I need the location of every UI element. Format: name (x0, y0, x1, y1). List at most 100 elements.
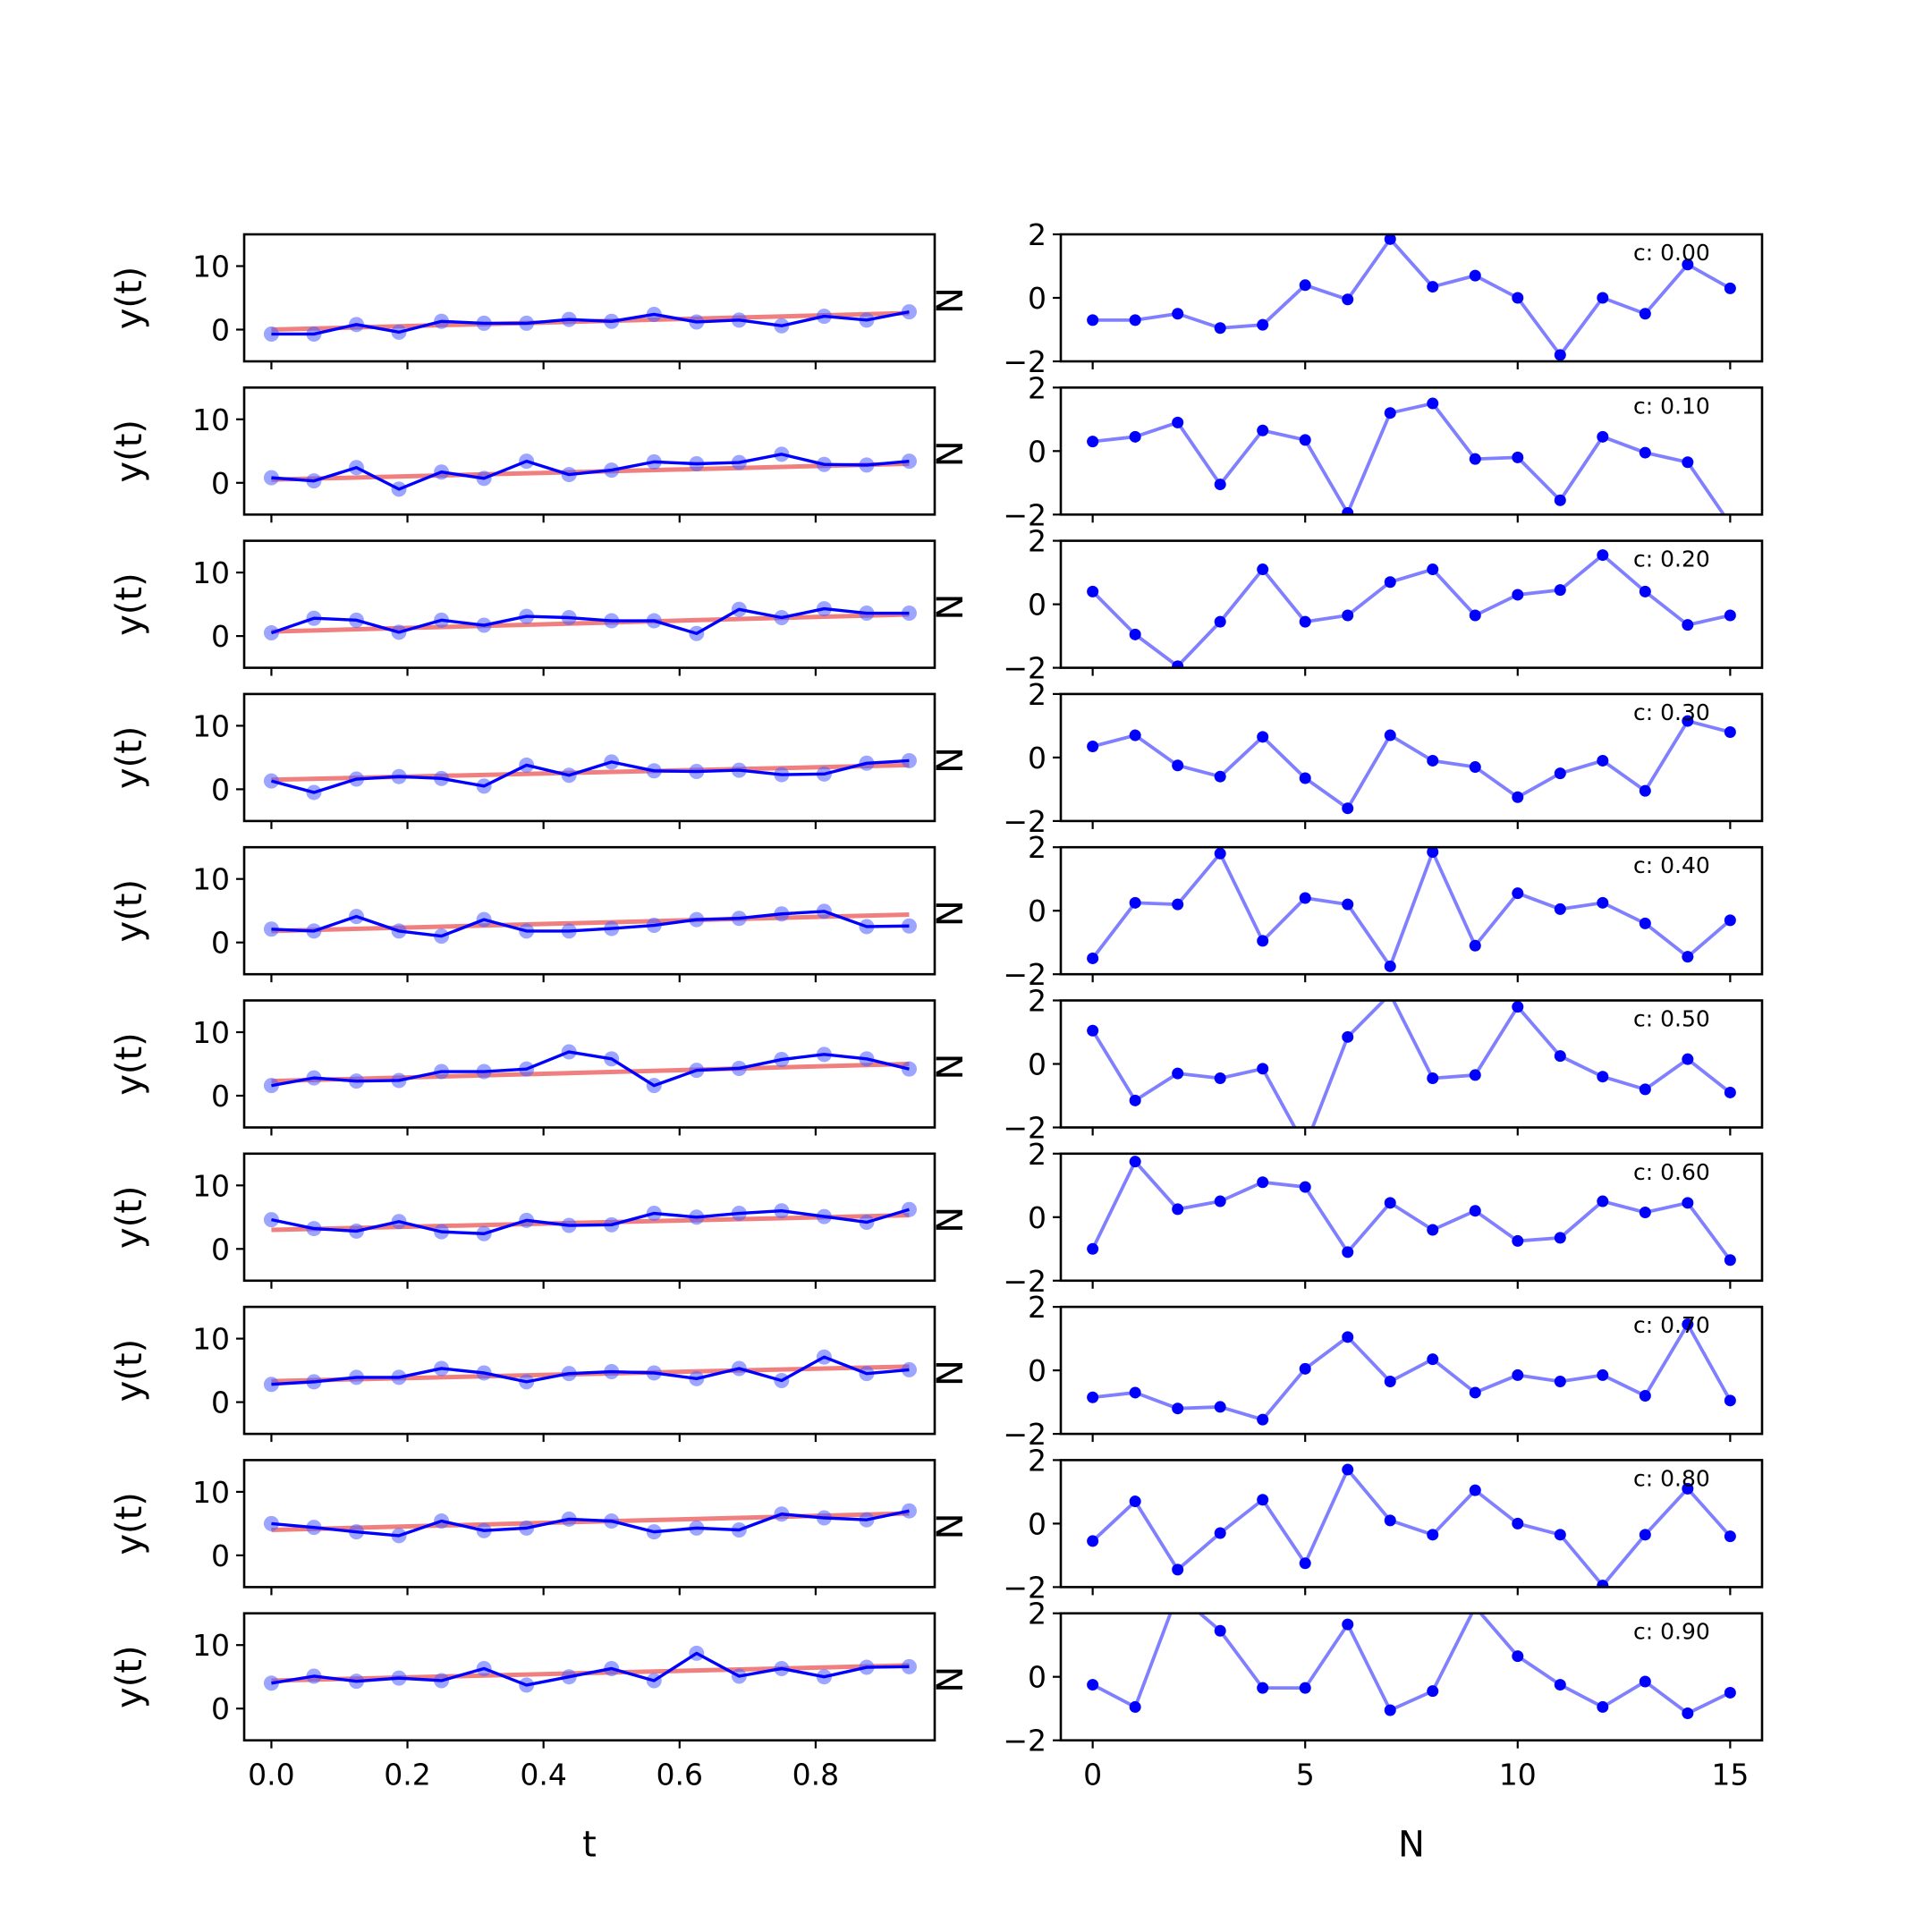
data-point (1299, 434, 1311, 446)
y-axis-label: N (930, 1207, 971, 1233)
series-line (271, 1208, 910, 1235)
data-point (1724, 1086, 1736, 1098)
data-point (1342, 1463, 1354, 1476)
x-tick-label: 15 (1711, 1758, 1749, 1792)
data-point (1342, 609, 1354, 622)
y-axis-label: y(t) (109, 1186, 150, 1250)
left-chart-column: 0 10 y(t) 0 10 y(t) 0 10 y(t) 0 10 y(t) 0 10 y(t) 0 10 y(… (109, 233, 936, 1792)
data-point (1257, 424, 1269, 436)
left-panel-frame (242, 539, 936, 669)
data-point (1129, 1156, 1141, 1168)
left-panel-frame (242, 1305, 936, 1436)
data-point (1384, 1197, 1396, 1209)
data-point (1639, 917, 1651, 929)
data-point (1554, 1529, 1566, 1541)
data-point (1384, 1704, 1396, 1716)
data-point (1299, 892, 1311, 904)
data-point (1554, 494, 1566, 506)
data-point (1597, 1580, 1609, 1588)
data-point (1427, 1353, 1439, 1366)
data-point (1257, 731, 1269, 743)
correlation-annotation: c: 0.10 (1633, 393, 1710, 419)
data-point (1724, 1530, 1736, 1543)
right-plot-area (1087, 1156, 1736, 1267)
right-panel-3: −2 0 2 Nc: 0.30 (930, 677, 1764, 839)
data-point (1682, 1318, 1694, 1331)
data-point (1384, 407, 1396, 419)
data-point (1427, 847, 1439, 859)
data-point (1299, 1557, 1311, 1570)
data-point (1470, 1601, 1481, 1613)
data-point (1299, 772, 1311, 784)
y-tick-label: 2 (1028, 1137, 1046, 1172)
data-point (1087, 1535, 1099, 1547)
data-point (1129, 1386, 1141, 1399)
data-point (1682, 258, 1694, 271)
data-point (1214, 322, 1226, 335)
correlation-annotation: c: 0.50 (1633, 1006, 1710, 1032)
y-tick-label: 10 (192, 1475, 230, 1510)
data-point (1554, 1679, 1566, 1691)
data-point (1257, 1176, 1269, 1189)
series-line (1091, 1613, 1732, 1716)
y-tick-label: 0 (1028, 741, 1046, 775)
y-tick-label: 10 (192, 1322, 230, 1357)
left-x-axis-label: t (582, 1825, 597, 1866)
right-plot-area (1087, 549, 1736, 668)
data-point (1087, 436, 1099, 448)
y-axis-label: N (930, 1666, 971, 1693)
data-point (1469, 609, 1481, 622)
data-point (1172, 660, 1184, 668)
correlation-annotation: c: 0.30 (1633, 699, 1710, 725)
data-point (1469, 1069, 1481, 1081)
data-point (1172, 308, 1184, 320)
data-point (1214, 1624, 1226, 1637)
data-point (1384, 576, 1396, 589)
data-point (1427, 1224, 1439, 1236)
data-point (1682, 456, 1694, 469)
data-point (1214, 1195, 1226, 1208)
data-point (1597, 1071, 1609, 1083)
y-tick-label: 0 (1028, 281, 1046, 316)
y-tick-label: 0 (1028, 1353, 1046, 1388)
data-point (1469, 453, 1481, 465)
data-point (1257, 935, 1269, 947)
y-tick-label: −2 (1003, 497, 1046, 532)
y-axis-label: N (930, 287, 971, 314)
y-tick-label: 10 (192, 862, 230, 897)
y-tick-label: 10 (192, 1628, 230, 1663)
y-axis-label: N (930, 747, 971, 774)
data-point (1682, 619, 1694, 631)
y-tick-label: −2 (1003, 651, 1046, 686)
data-point (1172, 759, 1184, 772)
trend-line (271, 911, 910, 934)
series-line (271, 309, 910, 336)
data-point (1384, 960, 1396, 972)
data-point (1512, 451, 1524, 463)
data-point (1384, 1514, 1396, 1527)
data-point (1724, 914, 1736, 927)
data-point (1300, 1140, 1311, 1152)
y-tick-label: 0 (1028, 434, 1046, 469)
data-point (1172, 898, 1184, 911)
data-point (1512, 1234, 1524, 1247)
y-tick-label: 0 (211, 466, 230, 501)
right-panel-1: −2 0 2 Nc: 0.10 (930, 370, 1764, 532)
y-axis-label: y(t) (109, 726, 150, 790)
data-point (1682, 715, 1694, 727)
right-chart-column: −2 0 2 Nc: 0.00 −2 0 2 Nc: 0.10 −2 0 2 Nc: 0.20 −2 0 2… (930, 217, 1764, 1792)
data-point (1597, 1368, 1609, 1381)
x-tick-label: 0 (1083, 1758, 1102, 1792)
y-axis-label: y(t) (109, 1339, 150, 1402)
data-point (1172, 1589, 1183, 1600)
y-axis-label: N (930, 900, 971, 927)
data-point (1469, 761, 1481, 774)
data-point (1639, 1675, 1651, 1688)
data-point (1639, 1529, 1651, 1541)
data-point (1427, 1072, 1439, 1084)
left-panel-7: 0 10 y(t) (109, 1305, 936, 1443)
series-line (1091, 850, 1732, 969)
left-plot-area (263, 903, 917, 945)
data-point (1682, 1482, 1694, 1495)
